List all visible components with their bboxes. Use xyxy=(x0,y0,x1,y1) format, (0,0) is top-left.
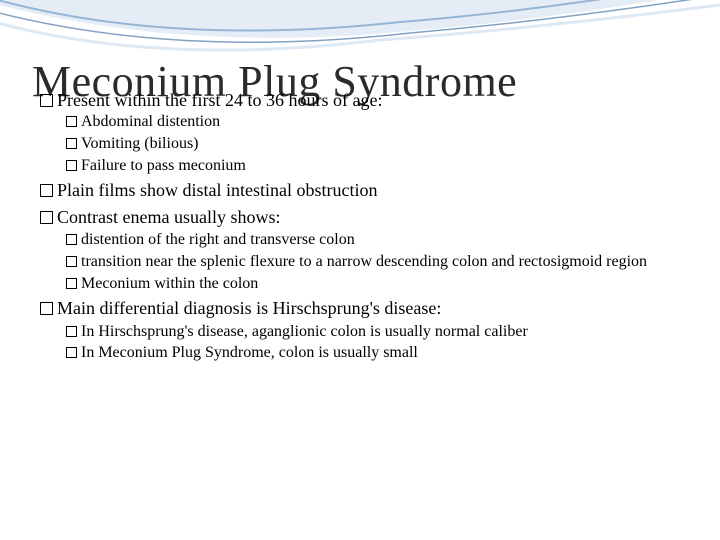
bullet-text: Failure to pass meconium xyxy=(81,157,246,174)
bullet-lvl2: Abdominal distention xyxy=(66,112,700,133)
bullet-text: Contrast enema usually shows: xyxy=(57,207,280,227)
bullet-text: Plain films show distal intestinal obstr… xyxy=(57,180,377,200)
bullet-text: Vomiting (bilious) xyxy=(81,135,199,152)
square-bullet-icon xyxy=(40,94,53,107)
square-bullet-icon xyxy=(66,326,77,337)
bullet-text: transition near the splenic flexure to a… xyxy=(81,253,647,270)
bullet-lvl2: Failure to pass meconium xyxy=(66,156,700,177)
square-bullet-icon xyxy=(66,347,77,358)
square-bullet-icon xyxy=(40,184,53,197)
bullet-lvl1: Contrast enema usually shows: xyxy=(40,205,700,229)
bullet-lvl1: Present within the first 24 to 36 hours … xyxy=(40,90,700,111)
bullet-lvl2: distention of the right and transverse c… xyxy=(66,230,700,251)
slide-content: Meconium Plug Syndrome Present within th… xyxy=(32,60,700,364)
bullet-text: Meconium within the colon xyxy=(81,275,258,292)
bullet-lvl1: Plain films show distal intestinal obstr… xyxy=(40,178,700,202)
square-bullet-icon xyxy=(40,211,53,224)
square-bullet-icon xyxy=(66,234,77,245)
square-bullet-icon xyxy=(40,302,53,315)
bullet-text: In Meconium Plug Syndrome, colon is usua… xyxy=(81,344,418,361)
square-bullet-icon xyxy=(66,138,77,149)
square-bullet-icon xyxy=(66,116,77,127)
bullet-text: Present within the first 24 to 36 hours … xyxy=(57,90,382,110)
bullet-lvl2: transition near the splenic flexure to a… xyxy=(66,252,700,273)
square-bullet-icon xyxy=(66,256,77,267)
square-bullet-icon xyxy=(66,160,77,171)
bullet-lvl2: In Meconium Plug Syndrome, colon is usua… xyxy=(66,343,700,364)
bullet-text: distention of the right and transverse c… xyxy=(81,231,355,248)
bullet-text: Main differential diagnosis is Hirschspr… xyxy=(57,298,441,318)
bullet-lvl2: Vomiting (bilious) xyxy=(66,134,700,155)
square-bullet-icon xyxy=(66,278,77,289)
bullet-text: Abdominal distention xyxy=(81,113,220,130)
bullet-lvl1: Main differential diagnosis is Hirschspr… xyxy=(40,296,700,320)
bullet-lvl2: In Hirschsprung's disease, aganglionic c… xyxy=(66,322,700,343)
bullet-text: In Hirschsprung's disease, aganglionic c… xyxy=(81,323,528,340)
bullet-lvl2: Meconium within the colon xyxy=(66,274,700,295)
